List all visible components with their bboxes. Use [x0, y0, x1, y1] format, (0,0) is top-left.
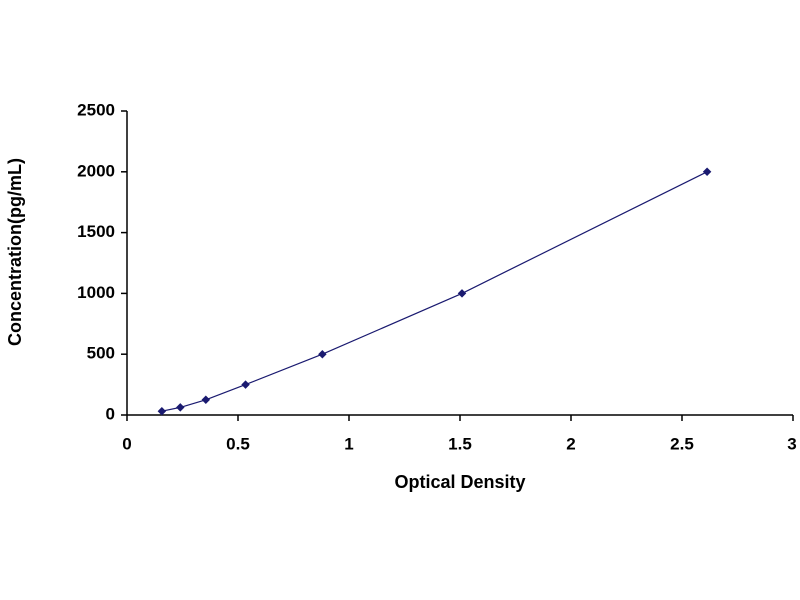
y-tick-label: 2000	[77, 161, 115, 180]
x-axis-label: Optical Density	[394, 472, 525, 492]
x-tick-label: 1.5	[448, 434, 472, 453]
data-point	[318, 349, 327, 359]
y-tick-label: 1000	[77, 283, 115, 302]
data-point	[201, 395, 211, 405]
x-tick-label: 0	[122, 434, 131, 453]
data-point	[241, 380, 250, 389]
x-tick-label: 1	[344, 434, 353, 453]
data-point	[457, 289, 467, 298]
x-tick-label: 3	[787, 434, 796, 453]
y-tick-label: 500	[87, 344, 115, 363]
y-tick-label: 2500	[77, 100, 115, 119]
x-tick-label: 2.5	[670, 434, 694, 453]
data-point	[157, 406, 167, 416]
data-point	[176, 403, 185, 412]
y-tick-label: 1500	[77, 222, 115, 241]
x-tick-label: 2	[566, 434, 575, 453]
y-tick-label: 0	[106, 404, 115, 423]
x-tick-label: 0.5	[226, 434, 250, 453]
y-axis-label: Concentration(pg/mL)	[5, 158, 25, 346]
